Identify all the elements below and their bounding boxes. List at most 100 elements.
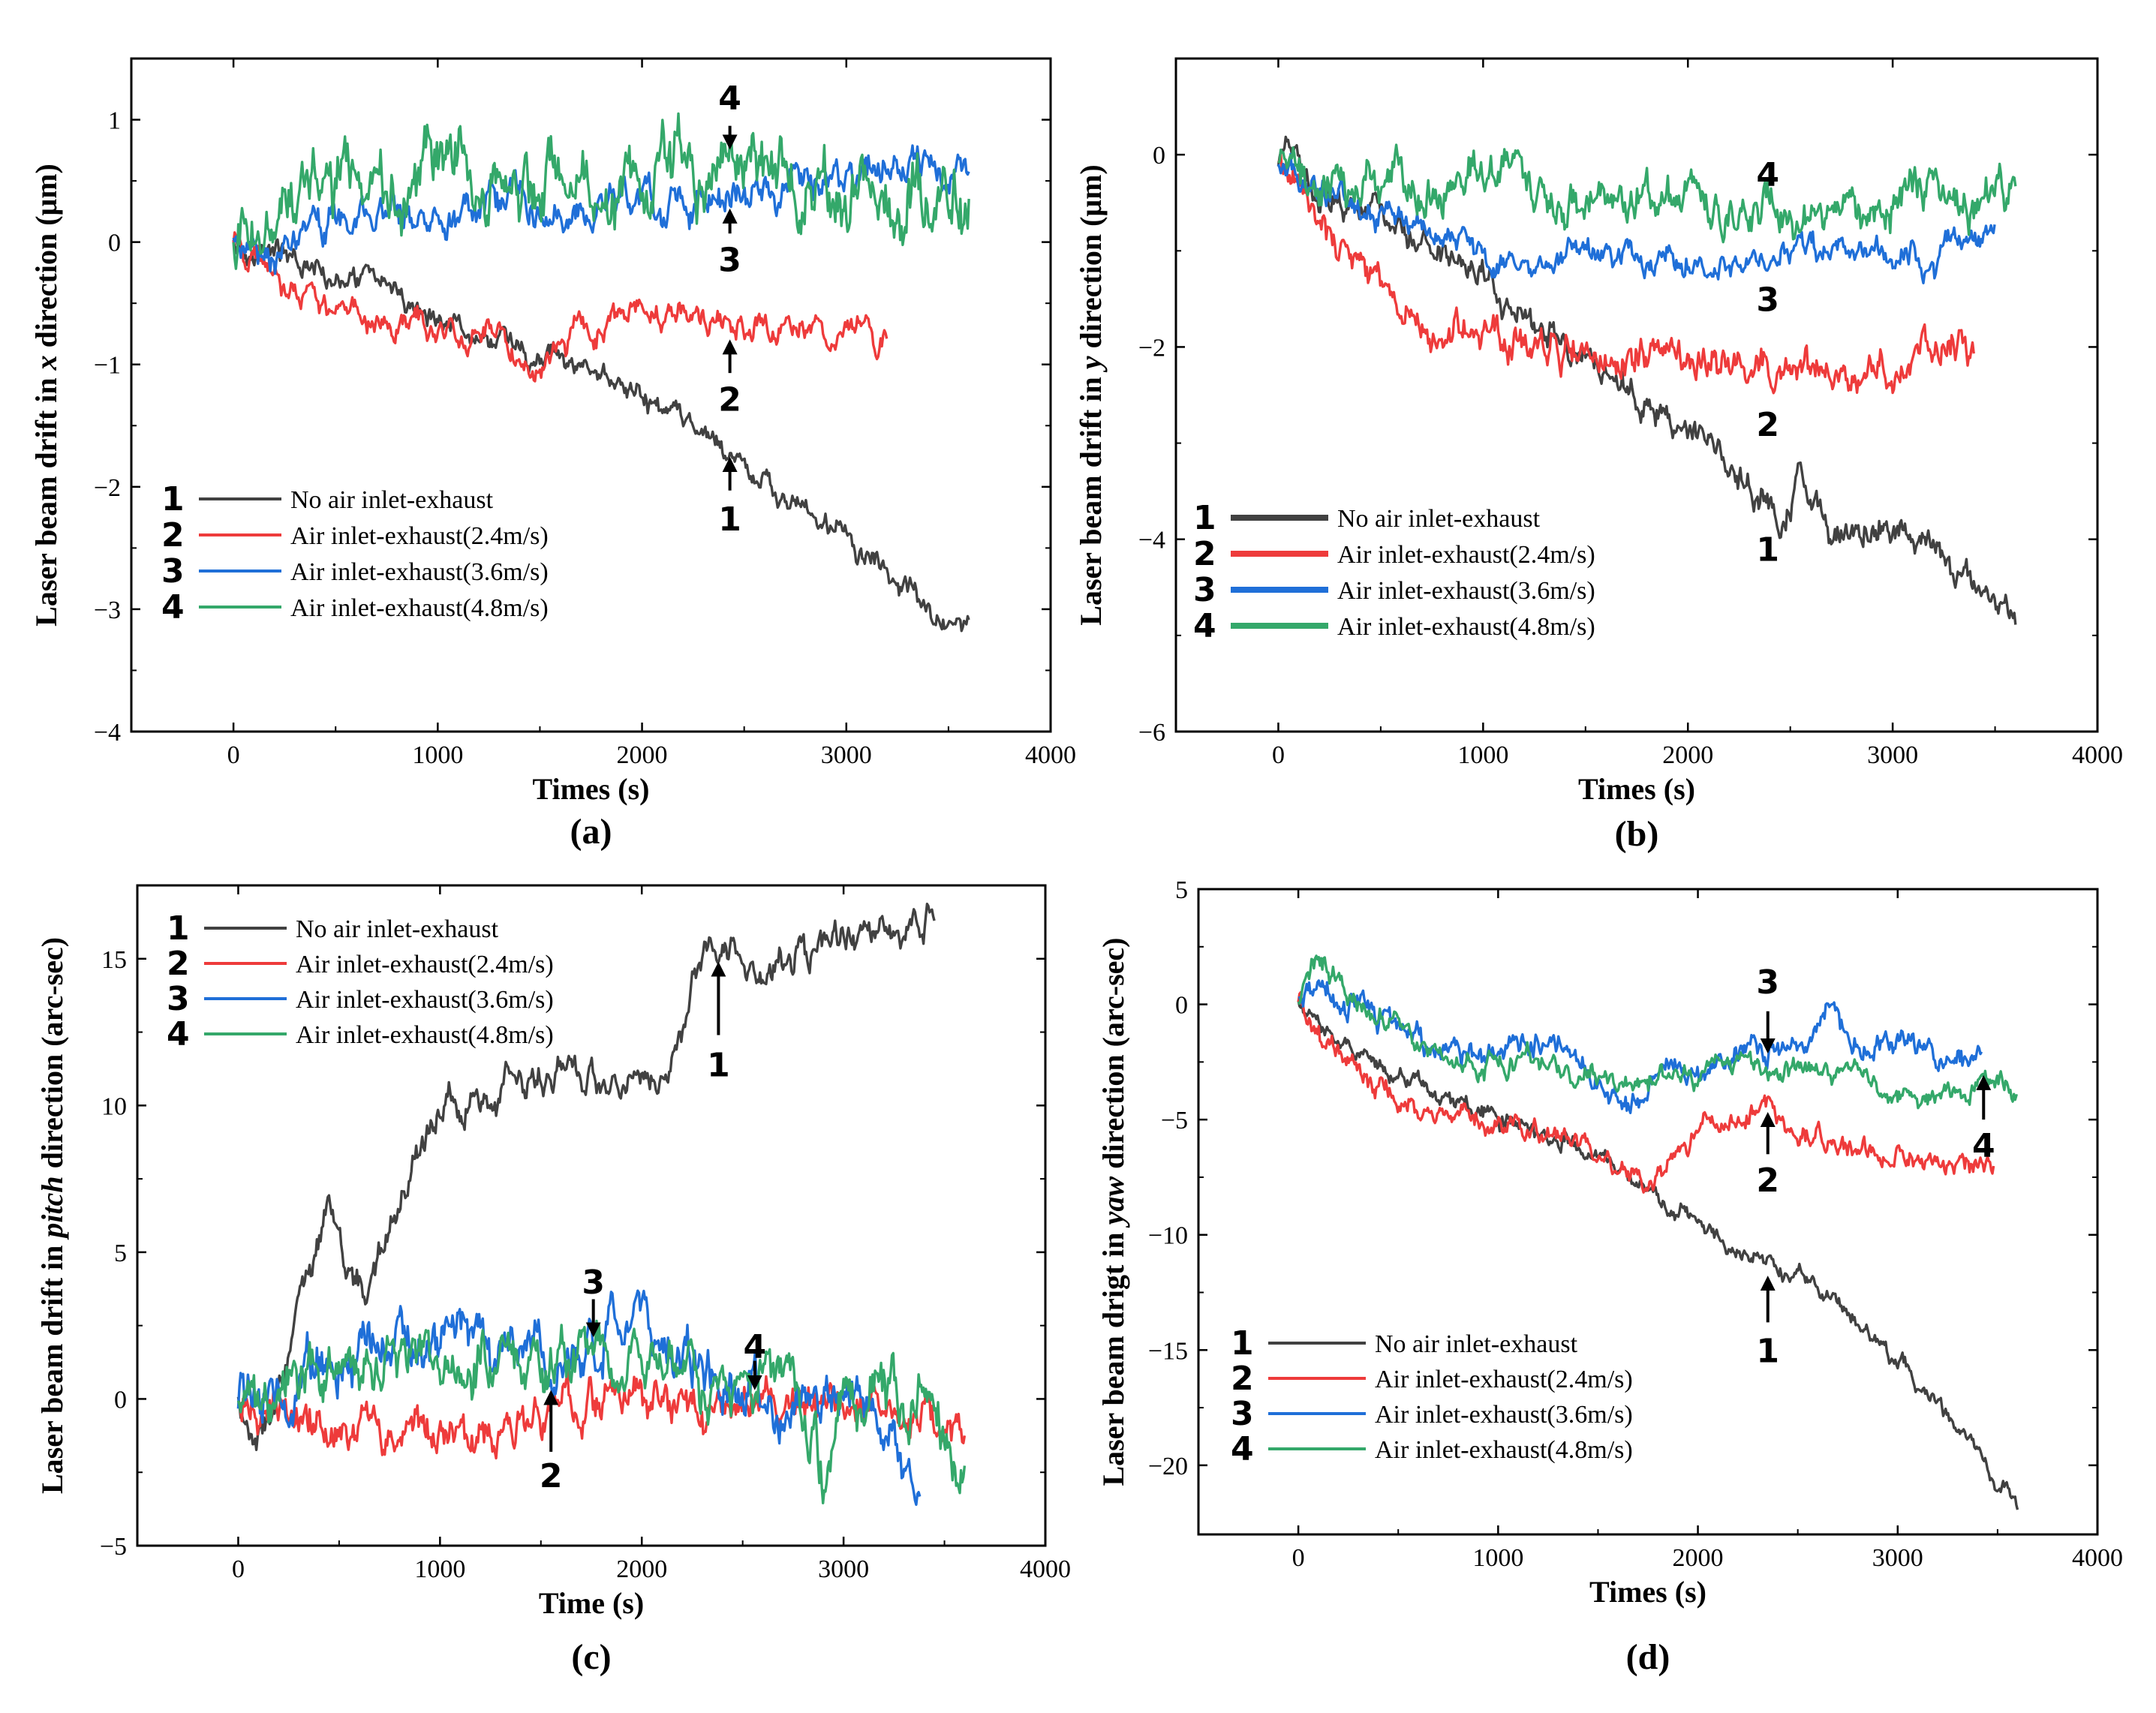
series-line-1 <box>236 903 936 1451</box>
y-tick-label: −5 <box>100 1533 127 1561</box>
annotation-label: 2 <box>1756 406 1779 444</box>
legend-label: Air inlet-exhaust(4.8m/s) <box>1375 1436 1633 1464</box>
y-axis-label-part: direction (μm) <box>29 164 63 355</box>
y-tick-label: 5 <box>1175 876 1188 904</box>
legend-number: 3 <box>1193 571 1216 609</box>
legend-label: No air inlet-exhaust <box>296 915 499 943</box>
y-axis-label: Laser beam drift in x direction (μm) <box>29 164 63 627</box>
y-axis-label-part: y <box>1074 356 1108 372</box>
y-axis-label: Laser beam drift in pitch direction (arc… <box>35 937 69 1494</box>
series-line-2 <box>1297 990 1995 1194</box>
legend-label: Air inlet-exhaust(4.8m/s) <box>296 1021 554 1049</box>
x-tick-label: 1000 <box>1472 1544 1523 1572</box>
y-tick-label: 0 <box>1175 992 1188 1020</box>
x-tick-label: 4000 <box>2072 1544 2123 1572</box>
legend-number: 4 <box>1231 1430 1254 1468</box>
legend-label: Air inlet-exhaust(2.4m/s) <box>1337 541 1595 569</box>
x-tick-label: 4000 <box>2072 741 2123 769</box>
y-axis-label: Laser beam drift in y direction (μm) <box>1074 164 1108 625</box>
x-tick-label: 2000 <box>1662 741 1713 769</box>
y-tick-label: 0 <box>1153 142 1165 170</box>
panel-d: 0 1000 2000 3000 4000 −20 −15 −10 −5 0 5 Times (s) L… <box>1096 876 2123 1677</box>
x-tick-label: 4000 <box>1020 1555 1071 1583</box>
y-axis-label-part: Laser beam drift in <box>35 1238 69 1494</box>
x-tick-label: 1000 <box>1457 741 1508 769</box>
annotation-label: 2 <box>1756 1162 1779 1200</box>
y-tick-label: 15 <box>101 946 127 974</box>
legend-label: Air inlet-exhaust(4.8m/s) <box>1337 613 1595 641</box>
series-line-1 <box>1297 999 2019 1510</box>
y-axis-label-part: Laser beam drigt in <box>1096 1225 1130 1486</box>
y-tick-label: 5 <box>114 1240 127 1267</box>
x-tick-label: 0 <box>1292 1544 1305 1572</box>
x-tick-label: 3000 <box>821 741 872 769</box>
y-tick-label: −20 <box>1148 1453 1188 1480</box>
x-tick-label: 0 <box>227 741 240 769</box>
series-line-4 <box>1297 954 2019 1110</box>
annotation-label: 3 <box>1756 963 1779 1002</box>
y-tick-label: −15 <box>1148 1337 1188 1365</box>
panel-label: (a) <box>570 812 612 852</box>
y-axis-label-part: direction (arc-sec) <box>35 937 69 1176</box>
panel-label: (d) <box>1626 1637 1670 1677</box>
legend-number: 1 <box>1231 1324 1254 1363</box>
plot-frame <box>1174 57 2099 733</box>
legend-label: No air inlet-exhaust <box>1375 1330 1578 1358</box>
x-axis-label: Times (s) <box>1578 772 1695 806</box>
y-tick-label: −1 <box>94 352 121 380</box>
y-axis-label-part: x <box>29 355 63 371</box>
series-line-1 <box>1276 135 2017 625</box>
series-line-3 <box>236 1289 922 1506</box>
legend-label: No air inlet-exhaust <box>290 486 494 514</box>
y-axis-label-part: yaw <box>1096 1177 1130 1228</box>
legend-label: Air inlet-exhaust(2.4m/s) <box>1375 1366 1633 1393</box>
y-tick-label: −10 <box>1148 1222 1188 1250</box>
x-tick-label: 0 <box>1272 741 1285 769</box>
y-axis-label-part: Laser beam drift in <box>1074 369 1108 625</box>
series-line-4 <box>236 1319 967 1504</box>
series-line-3 <box>232 144 970 275</box>
plot-frame <box>1197 888 2099 1536</box>
x-axis-label: Time (s) <box>539 1586 644 1620</box>
y-tick-label: −2 <box>1138 334 1165 362</box>
legend-number: 4 <box>1193 607 1216 645</box>
annotation-label: 4 <box>1756 156 1779 194</box>
x-tick-label: 3000 <box>1872 1544 1923 1572</box>
annotation-label: 1 <box>718 500 741 539</box>
legend-label: Air inlet-exhaust(3.6m/s) <box>296 986 554 1014</box>
series-line-3 <box>1276 152 1996 284</box>
legend-number: 3 <box>167 980 190 1018</box>
legend-number: 1 <box>161 480 185 518</box>
series-line-4 <box>1277 143 2017 244</box>
x-tick-label: 2000 <box>617 741 668 769</box>
y-tick-label: 10 <box>101 1092 127 1120</box>
y-axis-label-part: pitch <box>35 1176 69 1240</box>
annotation-label: 4 <box>743 1328 766 1366</box>
y-tick-label: −5 <box>1161 1107 1188 1134</box>
legend-number: 4 <box>161 588 185 627</box>
x-tick-label: 3000 <box>818 1555 869 1583</box>
legend-label: Air inlet-exhaust(3.6m/s) <box>290 558 549 586</box>
y-tick-label: −6 <box>1138 719 1165 747</box>
panel-a: 0 1000 2000 3000 4000 −4 −3 −2 −1 0 1 Times (s) Lase… <box>29 57 1076 852</box>
panel-b: 0 1000 2000 3000 4000 −6 −4 −2 0 Times (s) Laser b… <box>1074 57 2123 854</box>
annotation-label: 2 <box>718 380 741 419</box>
x-tick-label: 3000 <box>1867 741 1918 769</box>
series-line-2 <box>1276 153 1975 395</box>
panel-label: (b) <box>1615 814 1659 854</box>
legend-label: Air inlet-exhaust(2.4m/s) <box>290 522 549 550</box>
y-axis-label: Laser beam drigt in yaw direction (arc-s… <box>1096 938 1130 1486</box>
annotation-label: 2 <box>540 1457 563 1495</box>
y-tick-label: 1 <box>108 107 121 135</box>
annotation-label: 1 <box>1756 1332 1779 1370</box>
annotation-label: 1 <box>1756 531 1779 569</box>
series-line-1 <box>232 238 970 633</box>
legend-number: 3 <box>1231 1395 1254 1433</box>
y-axis-label-part: Laser beam drift in <box>29 370 63 626</box>
x-tick-label: 0 <box>232 1555 245 1583</box>
legend-number: 1 <box>167 909 190 948</box>
x-tick-label: 1000 <box>414 1555 465 1583</box>
legend-label: No air inlet-exhaust <box>1337 505 1541 533</box>
y-tick-label: 0 <box>114 1386 127 1414</box>
annotation-label: 4 <box>1972 1127 1995 1165</box>
